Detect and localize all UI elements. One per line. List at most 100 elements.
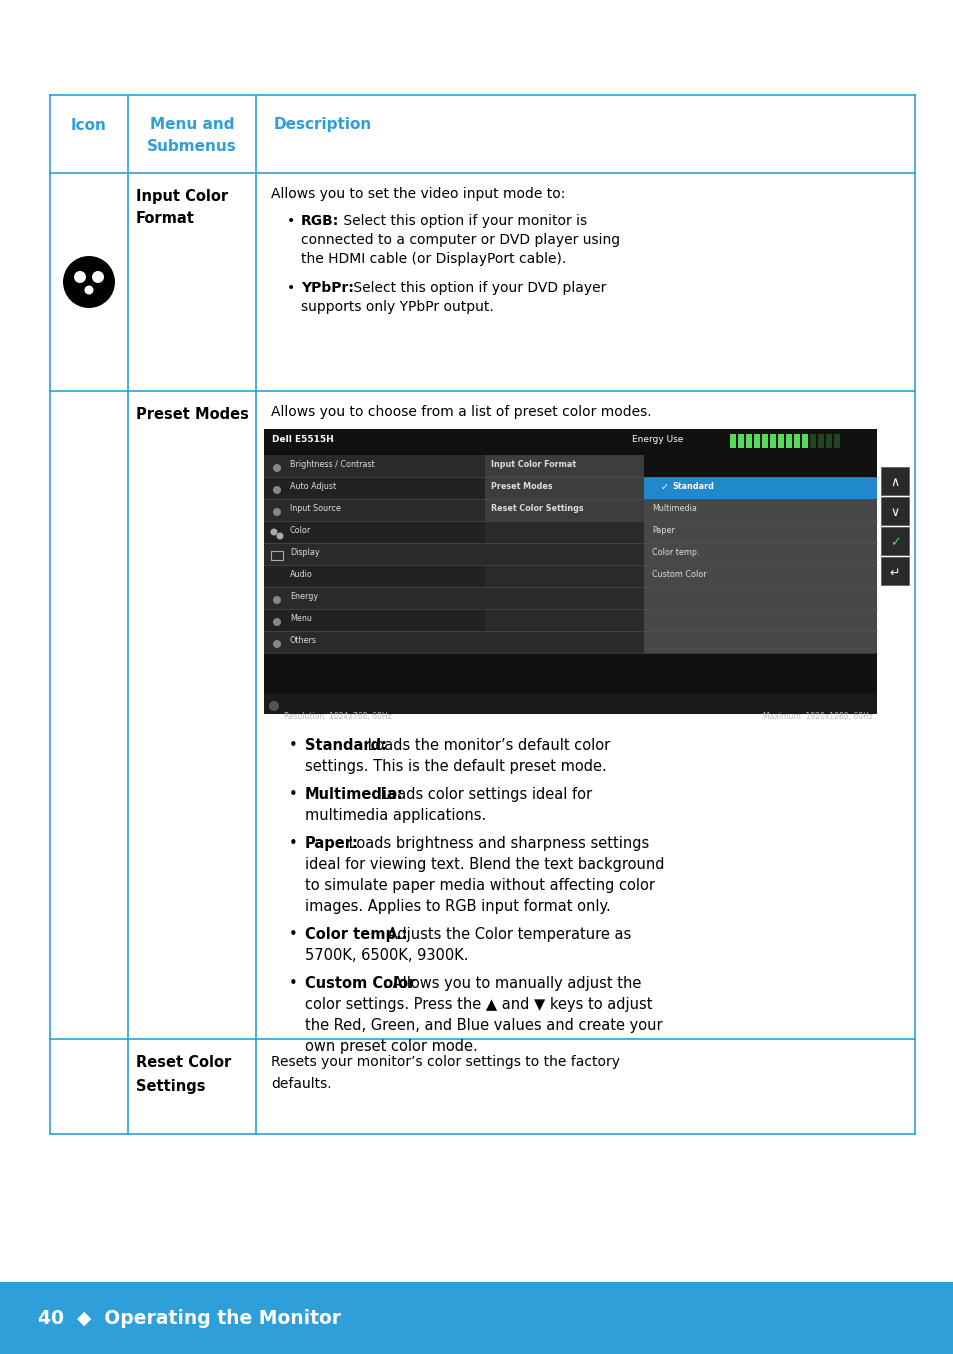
Circle shape — [271, 528, 277, 535]
Circle shape — [273, 596, 281, 604]
Circle shape — [273, 640, 281, 649]
Bar — [880, 497, 908, 525]
Bar — [643, 477, 876, 500]
Text: •: • — [289, 976, 297, 991]
Text: Standard: Standard — [671, 482, 713, 492]
Text: Reset Color Settings: Reset Color Settings — [490, 504, 582, 513]
Circle shape — [276, 532, 283, 539]
Text: images. Applies to RGB input format only.: images. Applies to RGB input format only… — [305, 899, 610, 914]
Bar — [264, 565, 484, 588]
Text: Loads the monitor’s default color: Loads the monitor’s default color — [363, 738, 610, 753]
Text: Loads brightness and sharpness settings: Loads brightness and sharpness settings — [344, 835, 649, 852]
Text: •: • — [287, 214, 294, 227]
Text: •: • — [289, 835, 297, 852]
Bar — [729, 435, 735, 448]
Bar — [643, 500, 876, 521]
Bar — [484, 543, 643, 565]
Text: the Red, Green, and Blue values and create your: the Red, Green, and Blue values and crea… — [305, 1018, 662, 1033]
Text: Multimedia:: Multimedia: — [305, 787, 403, 802]
Text: Brightness / Contrast: Brightness / Contrast — [290, 460, 375, 468]
Bar — [0, 1282, 953, 1354]
Circle shape — [273, 464, 281, 473]
Text: Display: Display — [290, 548, 319, 556]
Bar — [264, 500, 484, 521]
Text: color settings. Press the ▲ and ▼ keys to adjust: color settings. Press the ▲ and ▼ keys t… — [305, 997, 652, 1011]
Text: defaults.: defaults. — [271, 1076, 332, 1091]
Text: Menu: Menu — [290, 613, 312, 623]
Bar — [785, 435, 791, 448]
Circle shape — [74, 271, 86, 283]
Text: Preset Modes: Preset Modes — [136, 408, 249, 422]
Text: RGB:: RGB: — [301, 214, 339, 227]
Text: ✓: ✓ — [659, 482, 667, 492]
Text: settings. This is the default preset mode.: settings. This is the default preset mod… — [305, 760, 606, 774]
Bar — [643, 609, 876, 631]
Text: supports only YPbPr output.: supports only YPbPr output. — [301, 301, 494, 314]
Bar — [484, 521, 643, 543]
Text: ∨: ∨ — [889, 506, 899, 520]
Circle shape — [273, 486, 281, 494]
Bar — [761, 435, 767, 448]
Circle shape — [273, 617, 281, 626]
Text: Loads color settings ideal for: Loads color settings ideal for — [376, 787, 592, 802]
Text: YPbPr:: YPbPr: — [301, 282, 354, 295]
Text: Submenus: Submenus — [147, 139, 236, 154]
Text: Color temp.:: Color temp.: — [305, 927, 407, 942]
Text: ↵: ↵ — [889, 566, 900, 580]
Text: Settings: Settings — [136, 1079, 205, 1094]
Bar — [264, 631, 484, 653]
Bar — [880, 556, 908, 585]
Text: ∧: ∧ — [889, 477, 899, 490]
Bar — [880, 527, 908, 555]
Text: Input Source: Input Source — [290, 504, 340, 513]
Text: Format: Format — [136, 211, 194, 226]
Text: Multimedia: Multimedia — [652, 504, 697, 513]
Bar — [484, 477, 643, 500]
Circle shape — [91, 271, 104, 283]
Bar — [643, 543, 876, 565]
Text: Maximum: 1920x1080, 60Hz: Maximum: 1920x1080, 60Hz — [762, 712, 872, 720]
Bar — [793, 435, 799, 448]
Text: Dell E5515H: Dell E5515H — [272, 435, 334, 444]
Text: Allows you to choose from a list of preset color modes.: Allows you to choose from a list of pres… — [271, 405, 651, 418]
Circle shape — [85, 286, 93, 295]
Text: ✓: ✓ — [889, 536, 900, 550]
Text: Icon: Icon — [71, 119, 107, 134]
Bar — [264, 543, 484, 565]
Text: Menu and: Menu and — [150, 116, 234, 131]
Text: Resolution: 1024x768, 60Hz: Resolution: 1024x768, 60Hz — [284, 712, 392, 720]
Bar — [643, 631, 876, 653]
Bar — [264, 429, 876, 454]
Bar — [643, 565, 876, 588]
Text: Audio: Audio — [290, 570, 313, 580]
Text: Allows you to set the video input mode to:: Allows you to set the video input mode t… — [271, 187, 565, 200]
Bar — [264, 609, 484, 631]
Text: the HDMI cable (or DisplayPort cable).: the HDMI cable (or DisplayPort cable). — [301, 252, 566, 265]
Text: Energy: Energy — [290, 592, 317, 601]
Bar — [484, 588, 643, 609]
Bar — [817, 435, 823, 448]
Text: Input Color: Input Color — [136, 190, 228, 204]
Bar — [264, 477, 484, 500]
Bar — [801, 435, 807, 448]
Bar — [825, 435, 831, 448]
Text: : Allows you to manually adjust the: : Allows you to manually adjust the — [382, 976, 640, 991]
Bar — [264, 695, 876, 714]
Text: Custom Color: Custom Color — [305, 976, 415, 991]
Bar — [264, 429, 876, 714]
Text: Color: Color — [290, 525, 311, 535]
Text: •: • — [289, 787, 297, 802]
Text: Resets your monitor’s color settings to the factory: Resets your monitor’s color settings to … — [271, 1055, 619, 1070]
Text: Select this option if your DVD player: Select this option if your DVD player — [349, 282, 606, 295]
Text: own preset color mode.: own preset color mode. — [305, 1039, 477, 1053]
Bar — [484, 565, 643, 588]
Bar — [880, 467, 908, 496]
Text: ideal for viewing text. Blend the text background: ideal for viewing text. Blend the text b… — [305, 857, 664, 872]
Text: Standard:: Standard: — [305, 738, 387, 753]
Text: •: • — [287, 282, 294, 295]
Bar — [777, 435, 783, 448]
Text: Energy Use: Energy Use — [631, 435, 682, 444]
Bar — [264, 455, 484, 477]
Circle shape — [63, 256, 115, 307]
Text: Others: Others — [290, 636, 316, 645]
